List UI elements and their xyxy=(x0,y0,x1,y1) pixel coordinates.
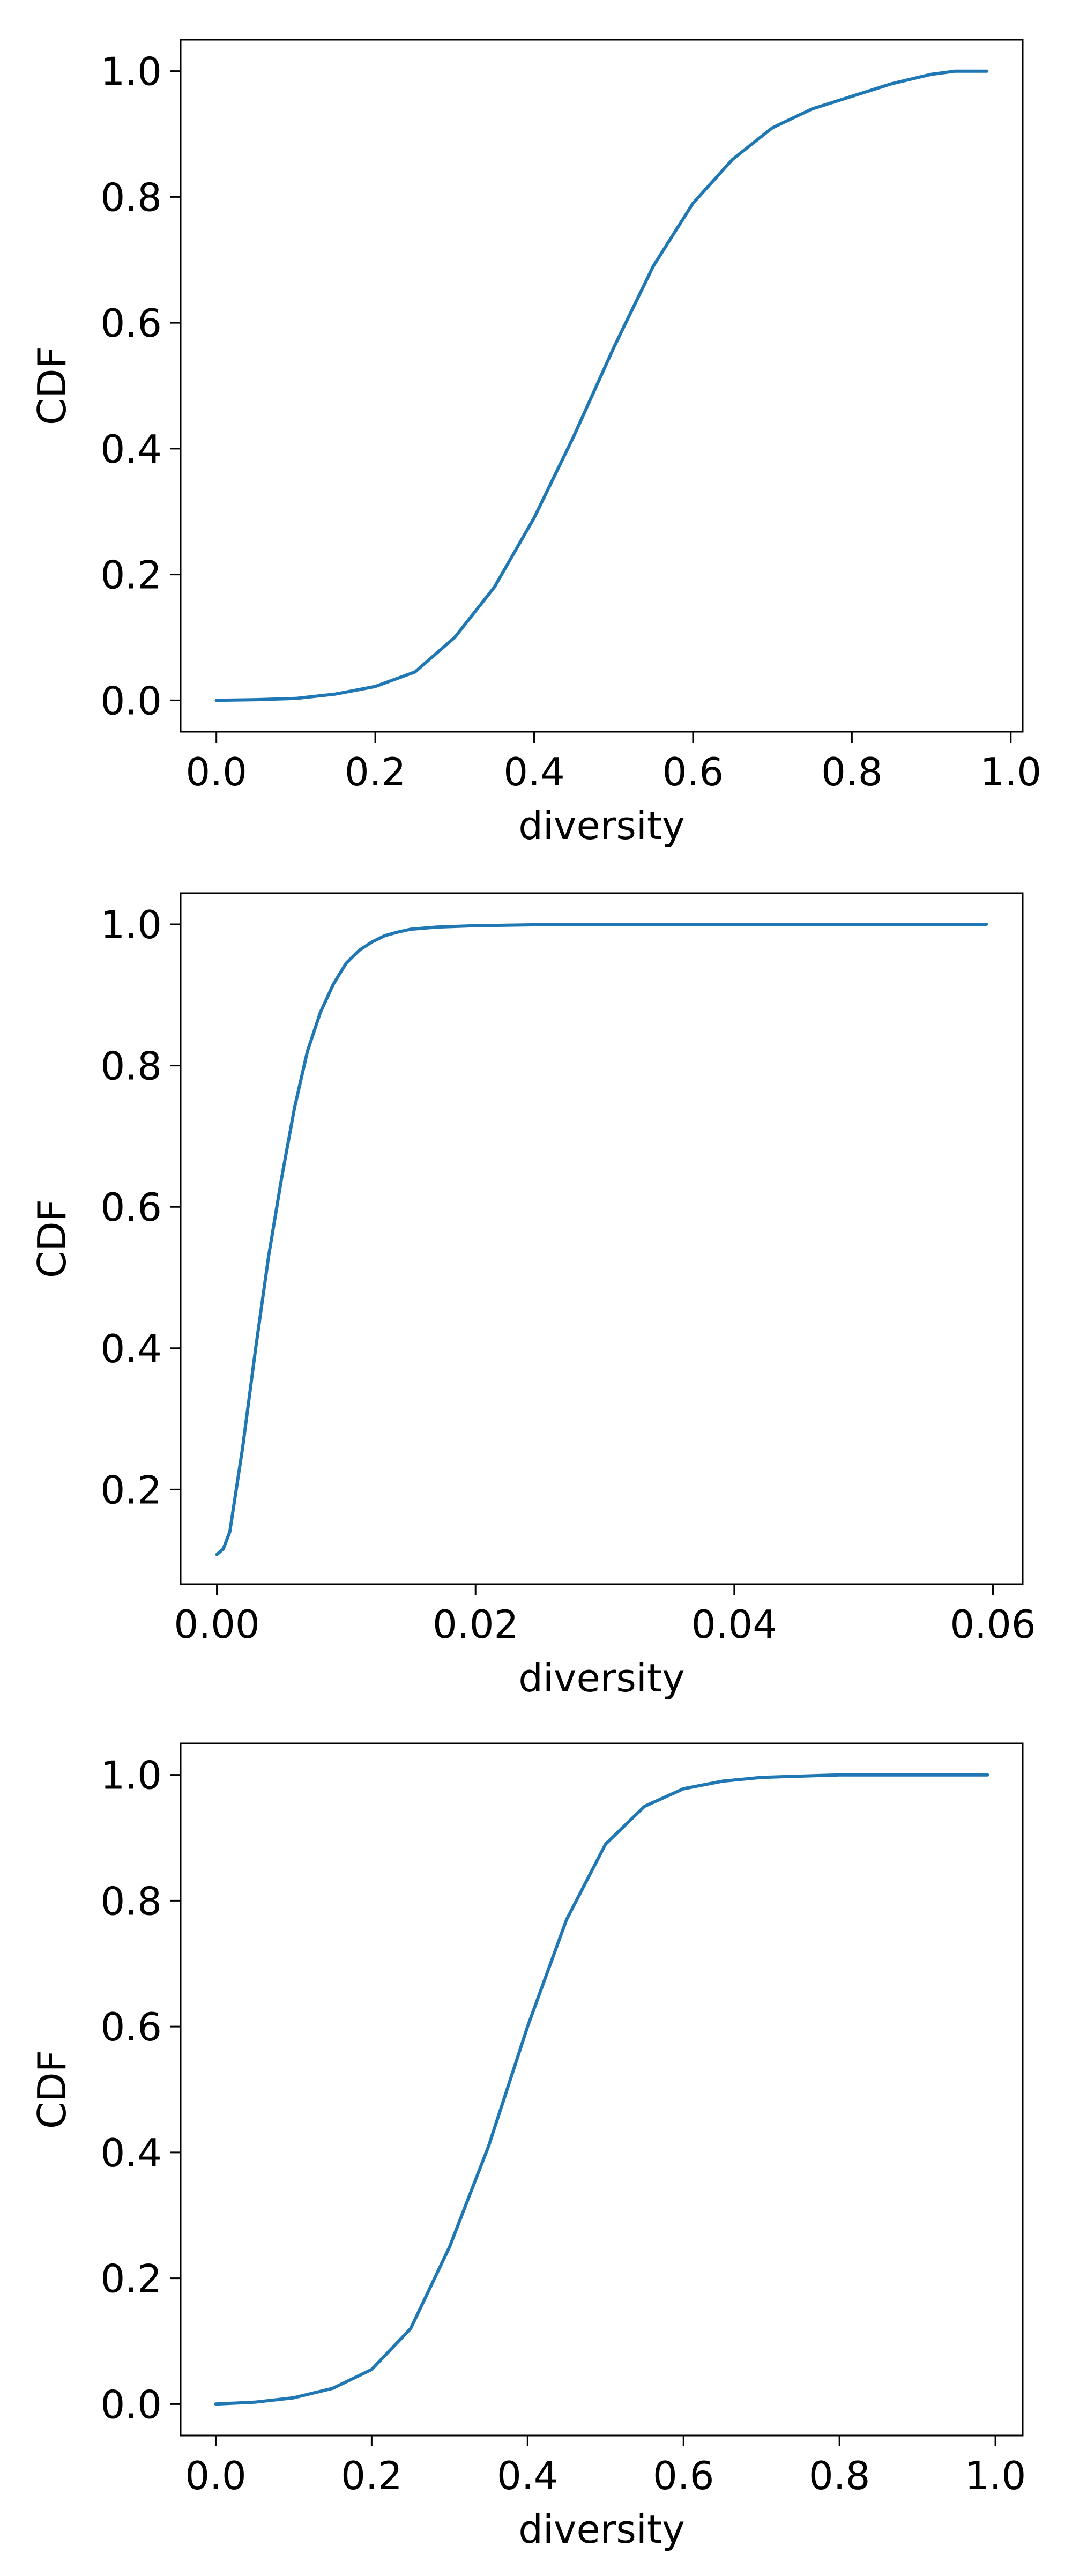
x-tick-label: 0.04 xyxy=(691,1602,777,1647)
plot-frame xyxy=(180,39,1024,733)
x-tick-label: 1.0 xyxy=(980,749,1042,795)
y-tick-label: 0.4 xyxy=(100,1326,162,1371)
cdf-line-series xyxy=(214,69,989,702)
y-tick-label: 0.6 xyxy=(100,301,162,346)
chart-panel-2: 0.00 0.02 0.04 0.06 0.2 0.4 0.6 0.8 1.0 diversity… xyxy=(29,892,1036,1701)
y-tick-label: 0.6 xyxy=(100,2005,162,2050)
x-tick-label: 0.02 xyxy=(433,1602,518,1647)
y-axis-label: CDF xyxy=(29,2050,75,2129)
y-tick-label: 0.8 xyxy=(100,175,162,220)
chart-panel-3: 0.0 0.2 0.4 0.6 0.8 1.0 0.0 0.2 0.4 0.6 0.8 1.0 dive… xyxy=(29,1742,1026,2552)
x-tick-label: 0.4 xyxy=(497,2453,559,2498)
y-tick-label: 0.0 xyxy=(100,2382,162,2427)
y-tick-label: 0.4 xyxy=(100,2130,162,2176)
plot-frame xyxy=(180,1742,1024,2437)
x-tick-label: 0.4 xyxy=(503,749,565,795)
y-tick-label: 0.8 xyxy=(100,1044,162,1089)
x-tick-label: 0.6 xyxy=(662,749,724,795)
x-tick-label: 0.8 xyxy=(821,749,883,795)
y-axis-label: CDF xyxy=(29,346,75,425)
y-tick-label: 1.0 xyxy=(100,49,162,94)
x-axis-label: diversity xyxy=(518,1656,685,1701)
y-tick-label: 0.4 xyxy=(100,427,162,472)
x-tick-label: 1.0 xyxy=(965,2453,1026,2498)
cdf-line-series xyxy=(215,923,988,1556)
x-tick-label: 0.06 xyxy=(950,1602,1036,1647)
y-tick-label: 0.2 xyxy=(100,1467,162,1512)
y-tick-label: 1.0 xyxy=(100,1753,162,1798)
plot-frame xyxy=(180,892,1024,1585)
x-tick-label: 0.2 xyxy=(345,749,406,795)
x-tick-label: 0.0 xyxy=(185,749,247,795)
x-tick-label: 0.00 xyxy=(174,1602,259,1647)
x-tick-label: 0.6 xyxy=(653,2453,714,2498)
x-axis-label: diversity xyxy=(518,2507,685,2552)
y-tick-label: 0.2 xyxy=(100,553,162,598)
x-tick-label: 0.0 xyxy=(185,2453,247,2498)
x-axis-label: diversity xyxy=(518,803,685,848)
y-tick-label: 0.6 xyxy=(100,1185,162,1230)
x-tick-label: 0.2 xyxy=(341,2453,403,2498)
x-tick-label: 0.8 xyxy=(809,2453,870,2498)
y-tick-label: 0.0 xyxy=(100,678,162,723)
y-axis-label: CDF xyxy=(29,1199,75,1278)
y-tick-label: 0.2 xyxy=(100,2256,162,2302)
chart-panel-1: 0.0 0.2 0.4 0.6 0.8 1.0 0.0 0.2 0.4 0.6 0.8 1.0 dive… xyxy=(29,39,1042,848)
cdf-line-series xyxy=(214,1773,989,2406)
y-tick-label: 1.0 xyxy=(100,902,162,947)
y-tick-label: 0.8 xyxy=(100,1879,162,1924)
